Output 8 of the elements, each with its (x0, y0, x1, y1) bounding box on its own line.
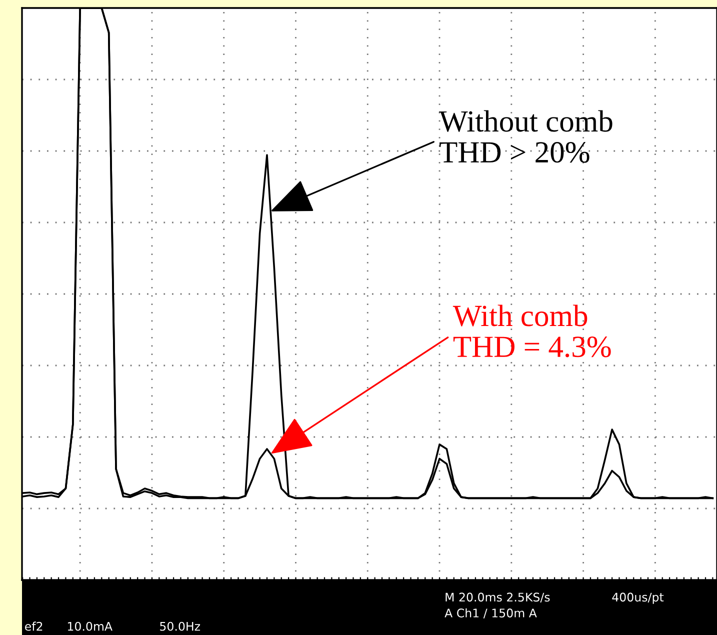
text: 400us/pt (612, 592, 664, 604)
annotation: Without comb THD > 20% (439, 110, 612, 163)
text: 50.0Hz (160, 622, 200, 631)
text: A Ch1 / 150m A (444, 608, 537, 618)
annotation: With comb THD = 4.3% (452, 304, 611, 358)
text: 10.0mA (68, 622, 112, 631)
text: ef2 (25, 622, 42, 631)
text: M 20.0ms 2.5KS/s (446, 592, 550, 603)
